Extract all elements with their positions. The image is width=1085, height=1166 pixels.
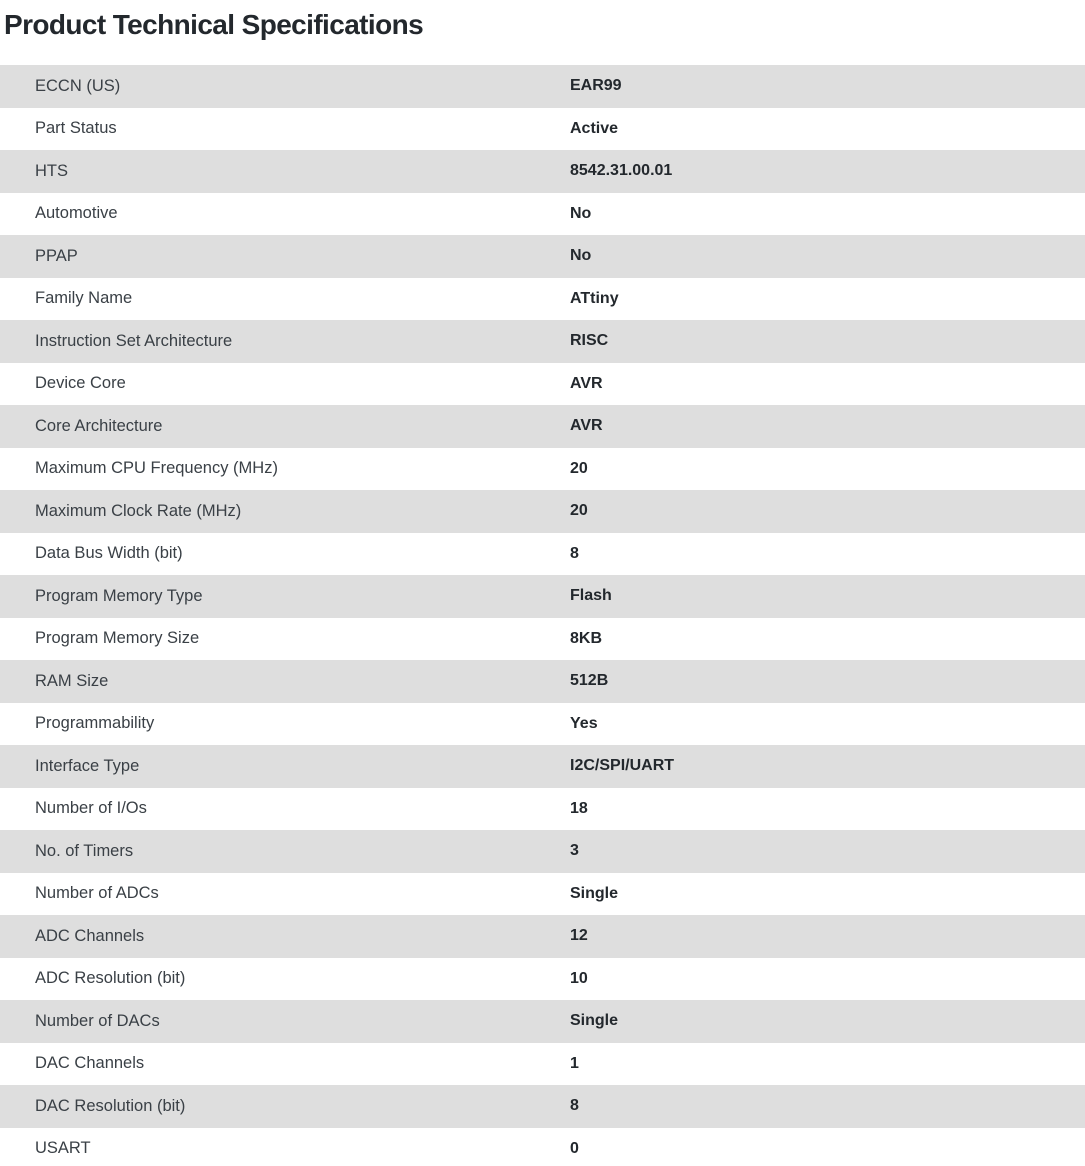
spec-label: Program Memory Size <box>35 629 200 648</box>
spec-value: No <box>570 247 592 265</box>
spec-label: DAC Channels <box>35 1054 145 1073</box>
spec-label: ADC Channels <box>35 926 145 945</box>
spec-value: 0 <box>570 1139 579 1157</box>
spec-value: 8542.31.00.01 <box>570 162 673 180</box>
spec-value: 20 <box>570 502 588 520</box>
spec-label: Interface Type <box>35 756 140 775</box>
spec-row: Automotive No <box>0 192 1085 235</box>
spec-row: Core Architecture AVR <box>0 405 1085 448</box>
spec-row: Family Name ATtiny <box>0 277 1085 320</box>
spec-row: No. of Timers 3 <box>0 830 1085 873</box>
spec-row: ECCN (US) EAR99 <box>0 65 1085 108</box>
spec-row: DAC Channels 1 <box>0 1042 1085 1085</box>
spec-row: PPAP No <box>0 235 1085 278</box>
spec-label: Automotive <box>35 204 118 223</box>
spec-label: ECCN (US) <box>35 76 121 95</box>
spec-row: Number of ADCs Single <box>0 872 1085 915</box>
spec-label: HTS <box>35 161 68 180</box>
spec-label: DAC Resolution (bit) <box>35 1096 186 1115</box>
spec-value: EAR99 <box>570 77 622 95</box>
page-title: Product Technical Specifications <box>4 9 424 40</box>
spec-row: Number of I/Os 18 <box>0 787 1085 830</box>
spec-value: 512B <box>570 672 609 690</box>
spec-row: Device Core AVR <box>0 362 1085 405</box>
spec-row: Interface Type I2C/SPI/UART <box>0 745 1085 788</box>
spec-label: Core Architecture <box>35 416 163 435</box>
spec-label: Programmability <box>35 714 155 733</box>
spec-row: Instruction Set Architecture RISC <box>0 320 1085 363</box>
spec-value: 8 <box>570 1097 579 1115</box>
spec-value: 12 <box>570 927 588 945</box>
spec-label: Number of I/Os <box>35 799 147 818</box>
spec-row: DAC Resolution (bit) 8 <box>0 1085 1085 1128</box>
spec-label: USART <box>35 1139 91 1158</box>
spec-row: USART 0 <box>0 1127 1085 1166</box>
spec-value: 3 <box>570 842 579 860</box>
spec-row: Part Status Active <box>0 107 1085 150</box>
spec-row: Number of DACs Single <box>0 1000 1085 1043</box>
spec-label: Program Memory Type <box>35 586 203 605</box>
spec-row: RAM Size 512B <box>0 660 1085 703</box>
spec-label: Maximum CPU Frequency (MHz) <box>35 459 278 478</box>
spec-value: 8KB <box>570 629 603 647</box>
spec-value: Active <box>570 119 619 137</box>
spec-row: ADC Resolution (bit) 10 <box>0 957 1085 1000</box>
spec-table-body: ECCN (US) EAR99 Part Status Active HTS 8542.3… <box>0 65 1085 1166</box>
spec-label: Data Bus Width (bit) <box>35 544 183 563</box>
spec-value: ATtiny <box>570 289 619 307</box>
spec-row: Maximum CPU Frequency (MHz) 20 <box>0 447 1085 490</box>
spec-label: RAM Size <box>35 671 109 690</box>
spec-row: Programmability Yes <box>0 702 1085 745</box>
spec-row: HTS 8542.31.00.01 <box>0 150 1085 193</box>
spec-row: Program Memory Size 8KB <box>0 617 1085 660</box>
spec-label: Number of DACs <box>35 1011 160 1030</box>
spec-label: PPAP <box>35 246 78 265</box>
spec-value: No <box>570 204 592 222</box>
spec-row: ADC Channels 12 <box>0 915 1085 958</box>
spec-value: Flash <box>570 587 612 605</box>
spec-value: Yes <box>570 714 598 732</box>
spec-row: Program Memory Type Flash <box>0 575 1085 618</box>
spec-row: Data Bus Width (bit) 8 <box>0 532 1085 575</box>
spec-value: 10 <box>570 969 588 987</box>
spec-label: Maximum Clock Rate (MHz) <box>35 501 242 520</box>
spec-label: Family Name <box>35 289 133 308</box>
spec-value: AVR <box>570 417 603 435</box>
spec-value: 18 <box>570 799 588 817</box>
spec-label: Instruction Set Architecture <box>35 331 233 350</box>
spec-label: ADC Resolution (bit) <box>35 969 186 988</box>
spec-value: AVR <box>570 374 603 392</box>
spec-value: Single <box>570 884 619 902</box>
spec-label: No. of Timers <box>35 841 134 860</box>
spec-value: 20 <box>570 459 588 477</box>
product-specifications-table: ECCN (US) EAR99 Part Status Active HTS 8542.3… <box>0 65 1085 1166</box>
spec-value: 8 <box>570 544 579 562</box>
spec-label: Number of ADCs <box>35 884 159 903</box>
spec-value: RISC <box>570 332 609 350</box>
spec-value: 1 <box>570 1054 579 1072</box>
spec-label: Part Status <box>35 119 117 138</box>
spec-row: Maximum Clock Rate (MHz) 20 <box>0 490 1085 533</box>
spec-value: I2C/SPI/UART <box>570 757 675 775</box>
spec-value: Single <box>570 1012 619 1030</box>
spec-label: Device Core <box>35 374 126 393</box>
